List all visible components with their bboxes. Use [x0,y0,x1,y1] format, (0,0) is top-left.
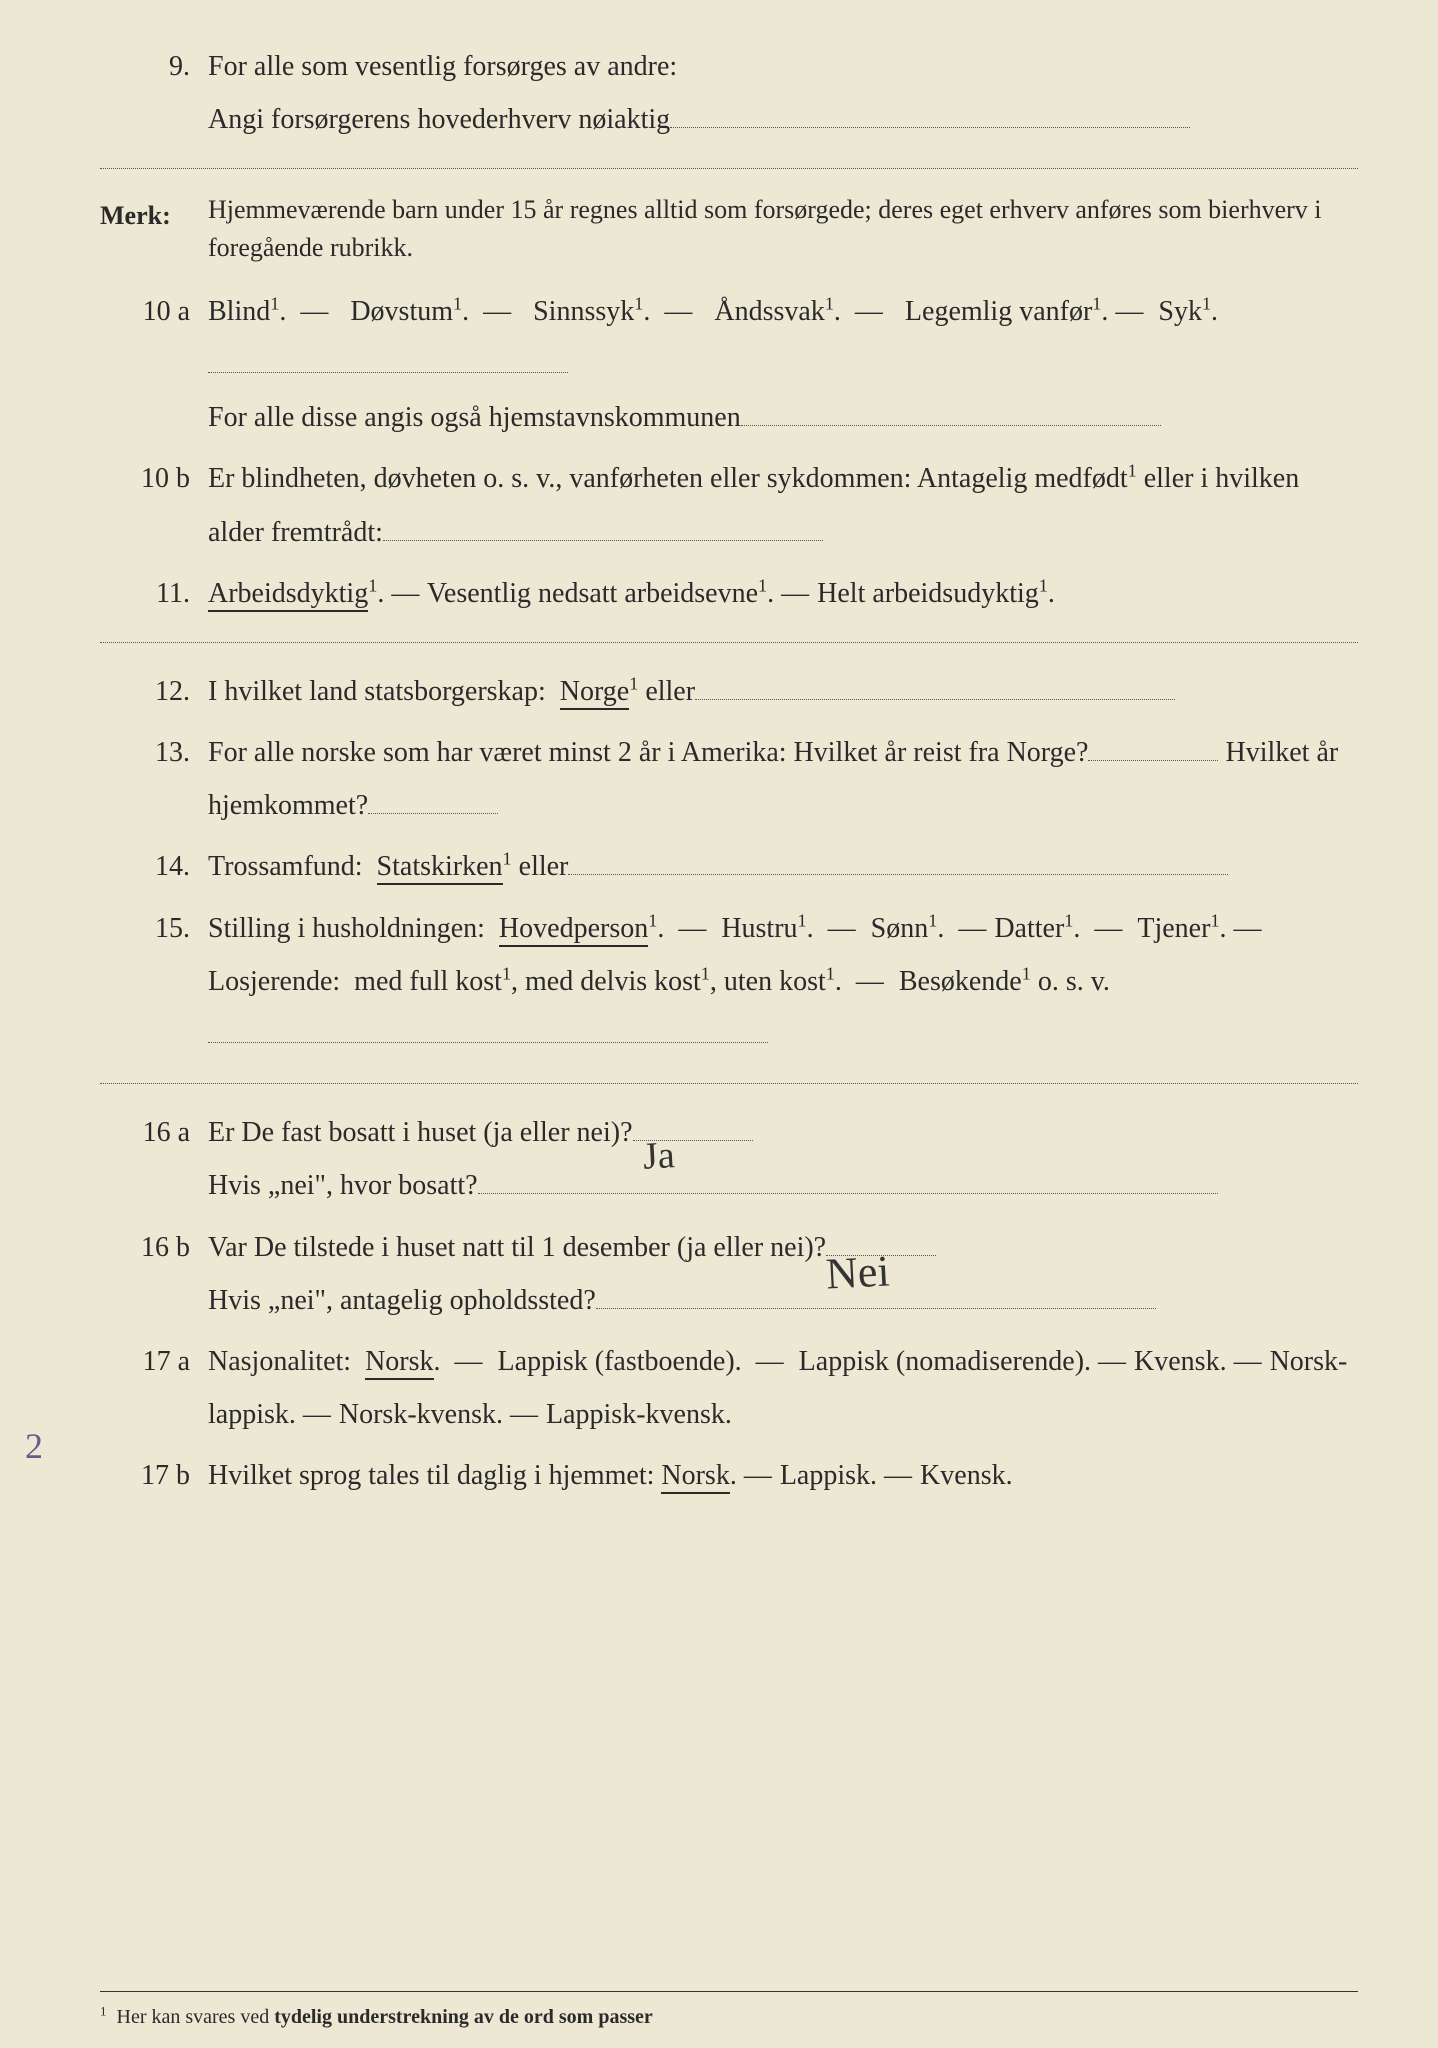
footnote-text: Her kan svares ved tydelig understreknin… [117,2006,653,2028]
question-11: 11. Arbeidsdyktig1. — Vesentlig nedsatt … [100,567,1358,620]
q16a-answer: Ja [641,1119,676,1193]
q12-blank[interactable] [695,699,1175,700]
q13-blank2[interactable] [368,813,498,814]
q9-line1: For alle som vesentlig forsørges av andr… [208,40,1358,93]
q10b-text: Er blindheten, døvheten o. s. v., vanfør… [208,452,1358,558]
q16a-blank[interactable] [478,1193,1218,1194]
q16b-number: 16 b [100,1221,208,1274]
merk-note: Merk: Hjemmeværende barn under 15 år reg… [100,191,1358,266]
q13-text: For alle norske som har været minst 2 år… [208,726,1358,832]
question-14: 14. Trossamfund: Statskirken1 eller [100,840,1358,893]
q10a-line2: For alle disse angis også hjemstavnskomm… [208,391,1358,444]
question-13: 13. For alle norske som har været minst … [100,726,1358,832]
q9-number: 9. [100,40,208,93]
question-15: 15. Stilling i husholdningen: Hovedperso… [100,902,1358,1062]
q13-blank1[interactable] [1088,760,1218,761]
divider [100,642,1358,643]
q14-text: Trossamfund: Statskirken1 eller [208,840,1358,893]
question-10b: 10 b Er blindheten, døvheten o. s. v., v… [100,452,1358,558]
question-17a: 17 a Nasjonalitet: Norsk. — Lappisk (fas… [100,1335,1358,1441]
q9-line2: Angi forsørgerens hovederhverv nøiaktig [208,93,1358,146]
merk-label: Merk: [100,191,208,266]
divider [100,168,1358,169]
q10a-number: 10 a [100,285,208,338]
q15-text: Stilling i husholdningen: Hovedperson1. … [208,902,1358,1062]
q17b-text: Hvilket sprog tales til daglig i hjemmet… [208,1449,1358,1502]
q17b-number: 17 b [100,1449,208,1502]
q9-blank[interactable] [670,127,1190,128]
question-10a: 10 a Blind1. — Døvstum1. — Sinnssyk1. — … [100,285,1358,445]
q10a-blank2[interactable] [741,425,1161,426]
q16a-q: Er De fast bosatt i huset (ja eller nei)… [208,1106,1358,1159]
q11-options: Arbeidsdyktig1. — Vesentlig nedsatt arbe… [208,567,1358,620]
margin-annotation: 2 [25,1430,43,1462]
q12-text: I hvilket land statsborgerskap: Norge1 e… [208,665,1358,718]
question-16b: 16 b Var De tilstede i huset natt til 1 … [100,1221,1358,1327]
divider [100,1083,1358,1084]
question-17b: 17 b Hvilket sprog tales til daglig i hj… [100,1449,1358,1502]
q17a-text: Nasjonalitet: Norsk. — Lappisk (fastboen… [208,1335,1358,1441]
q16a-number: 16 a [100,1106,208,1159]
footnote: 1 Her kan svares ved tydelig understrekn… [100,1991,1358,2036]
q16b-sub: Hvis „nei", antagelig opholdssted? [208,1274,1358,1327]
merk-text: Hjemmeværende barn under 15 år regnes al… [208,191,1358,266]
q16b-q: Var De tilstede i huset natt til 1 desem… [208,1221,1358,1274]
q16b-answer: Nei [824,1229,892,1316]
q10b-blank[interactable] [383,540,823,541]
question-9: 9. For alle som vesentlig forsørges av a… [100,40,1358,146]
q10a-options: Blind1. — Døvstum1. — Sinnssyk1. — Åndss… [208,285,1358,391]
q15-number: 15. [100,902,208,955]
q15-blank[interactable] [208,1042,768,1043]
q16b-answer-field[interactable]: Nei [826,1255,936,1256]
q16a-sub: Hvis „nei", hvor bosatt? [208,1159,1358,1212]
footnote-num: 1 [100,2003,107,2018]
q14-number: 14. [100,840,208,893]
question-16a: 16 a Er De fast bosatt i huset (ja eller… [100,1106,1358,1212]
q10a-blank[interactable] [208,372,568,373]
q10b-number: 10 b [100,452,208,505]
census-form-page: 9. For alle som vesentlig forsørges av a… [0,0,1438,2048]
q13-number: 13. [100,726,208,779]
q11-number: 11. [100,567,208,620]
q14-blank[interactable] [568,874,1228,875]
q12-number: 12. [100,665,208,718]
question-12: 12. I hvilket land statsborgerskap: Norg… [100,665,1358,718]
q16a-answer-field[interactable]: Ja [633,1140,753,1141]
q17a-number: 17 a [100,1335,208,1388]
